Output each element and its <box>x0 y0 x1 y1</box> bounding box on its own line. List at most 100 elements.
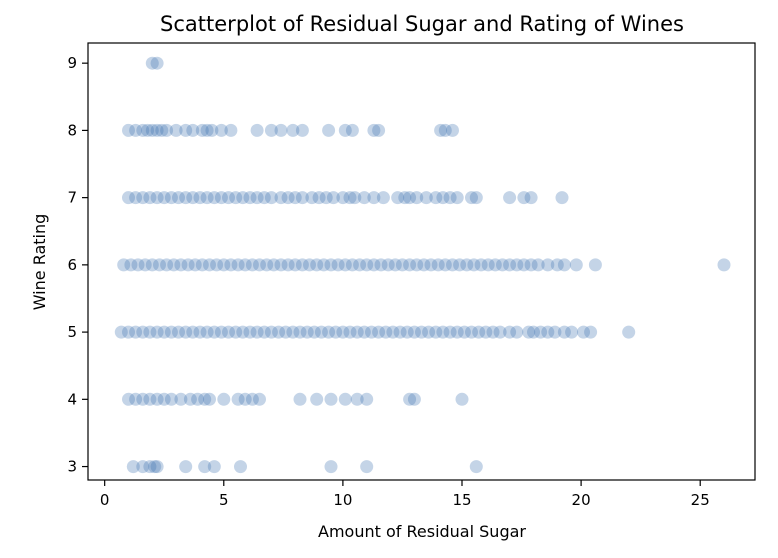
chart-title: Scatterplot of Residual Sugar and Rating… <box>160 12 684 36</box>
data-point <box>522 325 536 339</box>
data-point <box>488 258 502 272</box>
data-point <box>503 191 517 205</box>
data-point <box>467 258 481 272</box>
data-point <box>431 258 445 272</box>
data-point <box>164 325 178 339</box>
data-point <box>541 325 555 339</box>
data-point <box>200 191 214 205</box>
data-point <box>450 191 464 205</box>
data-point <box>143 392 157 406</box>
data-point <box>214 325 228 339</box>
x-axis-label: Amount of Residual Sugar <box>318 522 526 541</box>
data-point <box>257 325 271 339</box>
data-point <box>429 325 443 339</box>
data-point <box>417 258 431 272</box>
data-point <box>295 258 309 272</box>
data-point <box>172 191 185 205</box>
data-point <box>198 392 212 406</box>
data-point <box>338 123 352 137</box>
data-point <box>150 460 164 474</box>
data-point <box>584 325 598 339</box>
data-point <box>188 258 202 272</box>
data-point <box>207 325 221 339</box>
data-point <box>238 392 252 406</box>
data-point <box>179 191 193 205</box>
data-point <box>126 460 140 474</box>
data-point <box>338 258 352 272</box>
x-tick-label: 15 <box>452 491 471 509</box>
data-point <box>122 123 135 137</box>
data-point <box>122 392 135 406</box>
data-point <box>424 258 438 272</box>
data-point <box>195 258 209 272</box>
data-point <box>224 258 238 272</box>
data-point <box>541 258 555 272</box>
data-point <box>457 325 471 339</box>
data-point <box>524 191 538 205</box>
data-point <box>486 325 500 339</box>
data-point <box>143 191 157 205</box>
data-point <box>326 191 340 205</box>
data-point <box>272 325 286 339</box>
data-point <box>264 191 278 205</box>
data-point <box>145 123 159 137</box>
data-point <box>160 123 174 137</box>
data-point <box>203 258 216 272</box>
data-point <box>503 258 517 272</box>
data-point <box>155 123 169 137</box>
data-point <box>136 460 150 474</box>
data-point <box>324 258 338 272</box>
data-point <box>469 460 483 474</box>
data-point <box>136 392 150 406</box>
y-tick-label: 9 <box>67 54 77 72</box>
data-point <box>195 123 209 137</box>
data-point <box>360 392 374 406</box>
data-point <box>129 325 143 339</box>
data-point <box>548 325 562 339</box>
data-point <box>503 325 517 339</box>
data-point <box>438 258 452 272</box>
x-axis: 0 5 10 15 20 25 <box>100 480 710 509</box>
data-point <box>143 460 157 474</box>
data-point <box>531 258 545 272</box>
x-tick-label: 5 <box>219 491 229 509</box>
data-point <box>324 460 338 474</box>
data-point <box>222 325 235 339</box>
data-point <box>129 123 143 137</box>
data-point <box>157 392 171 406</box>
data-point <box>138 258 152 272</box>
data-point <box>372 123 386 137</box>
data-point <box>403 392 417 406</box>
data-point <box>443 325 457 339</box>
data-point <box>336 191 350 205</box>
data-point <box>274 123 288 137</box>
data-point <box>150 392 164 406</box>
data-point <box>193 191 207 205</box>
data-point <box>136 191 150 205</box>
data-point <box>555 191 569 205</box>
x-tick-label: 20 <box>572 491 591 509</box>
data-point <box>360 258 374 272</box>
data-point <box>174 392 188 406</box>
data-point <box>141 123 155 137</box>
data-point <box>510 325 524 339</box>
data-point <box>143 325 157 339</box>
data-point <box>493 325 507 339</box>
x-tick-label: 10 <box>333 491 352 509</box>
data-point <box>376 191 390 205</box>
data-point <box>407 392 421 406</box>
y-tick-label: 5 <box>67 323 77 341</box>
data-point <box>400 325 414 339</box>
data-point <box>286 325 300 339</box>
data-point <box>136 325 150 339</box>
data-point <box>324 392 338 406</box>
data-point <box>577 325 590 339</box>
data-point <box>353 258 367 272</box>
data-point <box>243 325 257 339</box>
data-point <box>131 258 145 272</box>
data-point <box>179 325 193 339</box>
data-point <box>157 325 171 339</box>
data-point <box>181 258 195 272</box>
data-point <box>150 56 164 70</box>
data-point <box>310 258 324 272</box>
